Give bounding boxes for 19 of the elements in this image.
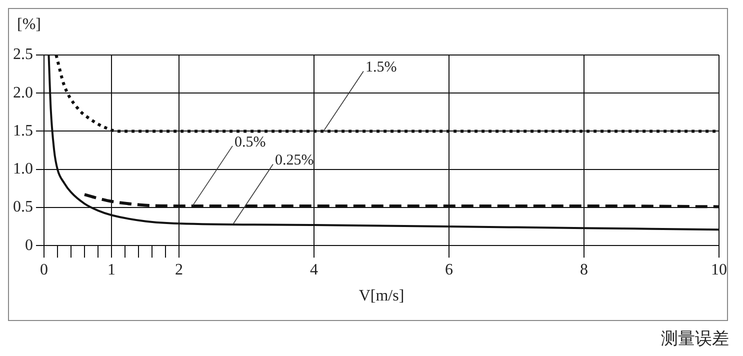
x-tick-label: 0 [40,261,48,278]
x-tick-label: 6 [445,261,453,278]
x-tick-label: 1 [108,261,116,278]
y-tick-label: 2.0 [13,84,33,102]
annotation: 1.5% [365,60,397,76]
x-axis-title: V[m/s] [358,288,404,305]
x-tick-label: 8 [580,261,588,278]
y-tick-label: 1.5 [13,122,33,140]
annotation: 0.25% [275,152,314,169]
x-tick-label: 2 [175,261,183,278]
text: 测量误差 [661,328,729,350]
annotation: 0.5% [234,134,266,150]
x-tick-label: 4 [310,261,318,278]
y-tick-label: 2.5 [13,46,33,64]
x-tick-label: 10 [711,261,727,278]
y-tick-label: 0 [25,236,33,254]
y-tick-label: 0.5 [13,198,33,216]
y-tick-label: 1.0 [13,160,33,178]
y-axis-title: [%] [17,16,41,34]
